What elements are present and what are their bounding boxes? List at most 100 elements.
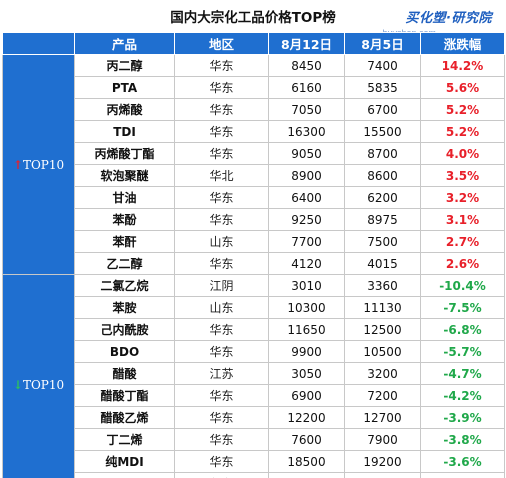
- product-cell: BDO: [74, 340, 175, 363]
- product-cell: 二氯乙烷: [74, 274, 175, 297]
- change-cell: 3.2%: [420, 186, 505, 209]
- change-cell: 5.2%: [420, 98, 505, 121]
- table-row: 软泡聚醚 华北 8900 8600 3.5%: [3, 164, 505, 187]
- header-region: 地区: [174, 32, 269, 55]
- header-row: 产品 地区 8月12日 8月5日 涨跌幅: [2, 32, 505, 55]
- header-aug5: 8月5日: [344, 32, 421, 55]
- change-cell: 2.7%: [420, 230, 505, 253]
- change-cell: -4.2%: [420, 384, 505, 407]
- table-row: 苯酐 山东 7700 7500 2.7%: [3, 230, 505, 253]
- aug5-cell: 8600: [344, 164, 421, 187]
- product-cell: 醋酸乙烯: [74, 406, 175, 429]
- product-cell: 苯胺: [74, 296, 175, 319]
- aug12-cell: 16300: [268, 120, 345, 143]
- product-cell: PTA: [74, 76, 175, 99]
- table-row: 苯胺 山东 10300 11130 -7.5%: [3, 296, 505, 319]
- aug12-cell: 9250: [268, 208, 345, 231]
- aug5-cell: 8700: [344, 142, 421, 165]
- region-cell: 华东: [174, 428, 269, 451]
- aug12-cell: 3010: [268, 274, 345, 297]
- price-table: 产品 地区 8月12日 8月5日 涨跌幅 ↑TOP10 丙二醇 华东 8450 7400…: [2, 32, 505, 478]
- table-row: 纯MDI 华东 18500 19200 -3.6%: [3, 450, 505, 473]
- region-cell: 山东: [174, 296, 269, 319]
- region-cell: 华东: [174, 142, 269, 165]
- aug5-cell: 7200: [344, 384, 421, 407]
- brand-logo: 买化塑·研究院: [405, 11, 492, 26]
- product-cell: 苯酚: [74, 208, 175, 231]
- aug5-cell: 6700: [344, 98, 421, 121]
- table-row: 丙烯酸 华东 7050 6700 5.2%: [3, 98, 505, 121]
- arrow-down-icon: ↓: [12, 377, 23, 392]
- region-cell: 山东: [174, 230, 269, 253]
- region-cell: 华东: [174, 340, 269, 363]
- region-cell: 华东: [174, 208, 269, 231]
- aug5-cell: 11130: [344, 296, 421, 319]
- aug5-cell: 4800: [344, 472, 421, 478]
- product-cell: 丙酮: [74, 472, 175, 478]
- product-cell: 乙二醇: [74, 252, 175, 275]
- region-cell: 华东: [174, 406, 269, 429]
- aug5-cell: 3200: [344, 362, 421, 385]
- product-cell: 苯酐: [74, 230, 175, 253]
- region-cell: 江苏: [174, 362, 269, 385]
- aug12-cell: 18500: [268, 450, 345, 473]
- region-cell: 华东: [174, 98, 269, 121]
- aug12-cell: 7700: [268, 230, 345, 253]
- change-cell: -3.6%: [420, 450, 505, 473]
- change-cell: -3.8%: [420, 428, 505, 451]
- aug5-cell: 7500: [344, 230, 421, 253]
- group-label-down: ↓TOP10: [2, 274, 75, 478]
- product-cell: 丁二烯: [74, 428, 175, 451]
- table-row: ↑TOP10 丙二醇 华东 8450 7400 14.2%: [2, 54, 505, 275]
- table-row: 乙二醇 华东 4120 4015 2.6%: [3, 252, 505, 275]
- change-cell: 3.1%: [420, 208, 505, 231]
- product-cell: 醋酸: [74, 362, 175, 385]
- header-corner: [2, 32, 75, 55]
- aug12-cell: 4650: [268, 472, 345, 478]
- change-cell: 5.2%: [420, 120, 505, 143]
- table-row: 苯酚 华东 9250 8975 3.1%: [3, 208, 505, 231]
- header-product: 产品: [74, 32, 175, 55]
- region-cell: 华北: [174, 164, 269, 187]
- table-row: 醋酸丁酯 华东 6900 7200 -4.2%: [3, 384, 505, 407]
- aug5-cell: 5835: [344, 76, 421, 99]
- aug12-cell: 9050: [268, 142, 345, 165]
- table-row: BDO 华东 9900 10500 -5.7%: [3, 340, 505, 363]
- table-row: 丁二烯 华东 7600 7900 -3.8%: [3, 428, 505, 451]
- product-cell: 甘油: [74, 186, 175, 209]
- aug12-cell: 8450: [268, 54, 345, 77]
- aug12-cell: 8900: [268, 164, 345, 187]
- aug5-cell: 3360: [344, 274, 421, 297]
- product-cell: 醋酸丁酯: [74, 384, 175, 407]
- group-label-up: ↑TOP10: [2, 54, 75, 275]
- aug5-cell: 19200: [344, 450, 421, 473]
- aug5-cell: 6200: [344, 186, 421, 209]
- arrow-up-icon: ↑: [12, 157, 23, 172]
- region-cell: 华东: [174, 186, 269, 209]
- change-cell: -5.7%: [420, 340, 505, 363]
- change-cell: -4.7%: [420, 362, 505, 385]
- change-cell: 14.2%: [420, 54, 505, 77]
- change-cell: -10.4%: [420, 274, 505, 297]
- table-row: 醋酸 江苏 3050 3200 -4.7%: [3, 362, 505, 385]
- region-cell: 江阴: [174, 274, 269, 297]
- change-cell: 5.6%: [420, 76, 505, 99]
- change-cell: -7.5%: [420, 296, 505, 319]
- table-row: ↓TOP10 二氯乙烷 江阴 3010 3360 -10.4%: [2, 274, 505, 478]
- table-row: 丙烯酸丁酯 华东 9050 8700 4.0%: [3, 142, 505, 165]
- aug12-cell: 7050: [268, 98, 345, 121]
- product-cell: 软泡聚醚: [74, 164, 175, 187]
- region-cell: 华东: [174, 318, 269, 341]
- table-row: PTA 华东 6160 5835 5.6%: [3, 76, 505, 99]
- product-cell: 纯MDI: [74, 450, 175, 473]
- aug5-cell: 15500: [344, 120, 421, 143]
- table-row: 醋酸乙烯 华东 12200 12700 -3.9%: [3, 406, 505, 429]
- aug5-cell: 7400: [344, 54, 421, 77]
- region-cell: 华东: [174, 450, 269, 473]
- table-row: 甘油 华东 6400 6200 3.2%: [3, 186, 505, 209]
- aug12-cell: 6400: [268, 186, 345, 209]
- product-cell: 己内酰胺: [74, 318, 175, 341]
- change-cell: 4.0%: [420, 142, 505, 165]
- aug5-cell: 4015: [344, 252, 421, 275]
- region-cell: 华东: [174, 120, 269, 143]
